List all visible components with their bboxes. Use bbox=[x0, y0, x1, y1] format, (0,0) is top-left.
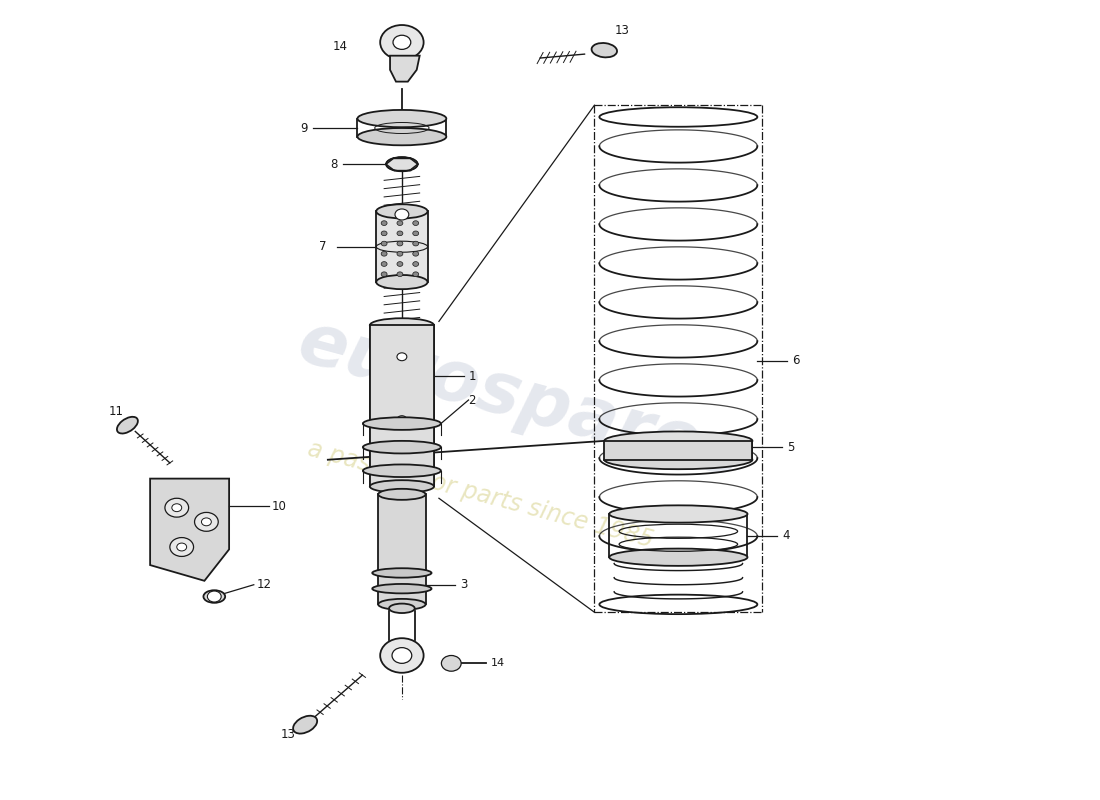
Bar bbox=[370, 326, 434, 486]
Text: 2: 2 bbox=[469, 394, 476, 406]
Text: 9: 9 bbox=[300, 122, 308, 134]
Text: 1: 1 bbox=[469, 370, 476, 383]
Ellipse shape bbox=[358, 110, 447, 127]
Circle shape bbox=[397, 262, 403, 266]
Circle shape bbox=[177, 543, 187, 551]
Ellipse shape bbox=[389, 604, 415, 613]
Circle shape bbox=[397, 251, 403, 256]
Text: 12: 12 bbox=[256, 578, 272, 591]
Circle shape bbox=[412, 231, 419, 236]
Circle shape bbox=[397, 353, 407, 361]
Ellipse shape bbox=[378, 599, 426, 610]
Circle shape bbox=[382, 262, 387, 266]
Text: 13: 13 bbox=[280, 727, 296, 741]
Ellipse shape bbox=[372, 584, 431, 594]
Circle shape bbox=[441, 655, 461, 671]
Text: 11: 11 bbox=[109, 406, 123, 418]
Circle shape bbox=[412, 272, 419, 277]
Ellipse shape bbox=[363, 465, 441, 477]
Circle shape bbox=[195, 513, 218, 531]
Text: 14: 14 bbox=[491, 658, 505, 668]
Circle shape bbox=[397, 242, 403, 246]
Circle shape bbox=[397, 272, 403, 277]
Circle shape bbox=[382, 251, 387, 256]
Ellipse shape bbox=[378, 489, 426, 500]
Circle shape bbox=[397, 221, 403, 226]
Polygon shape bbox=[150, 478, 229, 581]
Bar bbox=[604, 441, 752, 460]
Ellipse shape bbox=[609, 506, 748, 522]
Text: 7: 7 bbox=[319, 240, 327, 254]
Ellipse shape bbox=[609, 549, 748, 566]
Ellipse shape bbox=[376, 204, 428, 218]
Circle shape bbox=[381, 25, 424, 60]
Text: 6: 6 bbox=[792, 354, 800, 367]
Circle shape bbox=[165, 498, 188, 517]
Circle shape bbox=[412, 221, 419, 226]
Ellipse shape bbox=[363, 441, 441, 454]
Ellipse shape bbox=[358, 128, 447, 146]
Circle shape bbox=[412, 262, 419, 266]
Circle shape bbox=[382, 231, 387, 236]
Circle shape bbox=[382, 272, 387, 277]
Bar bbox=[378, 494, 426, 604]
Ellipse shape bbox=[204, 590, 226, 603]
Ellipse shape bbox=[604, 450, 752, 469]
Ellipse shape bbox=[117, 417, 138, 434]
Ellipse shape bbox=[376, 275, 428, 289]
Circle shape bbox=[393, 35, 410, 50]
Ellipse shape bbox=[370, 318, 434, 332]
Circle shape bbox=[382, 221, 387, 226]
Bar bbox=[376, 211, 428, 282]
Ellipse shape bbox=[363, 418, 441, 430]
Text: 13: 13 bbox=[614, 24, 629, 37]
Ellipse shape bbox=[592, 43, 617, 58]
Circle shape bbox=[201, 518, 211, 526]
Circle shape bbox=[392, 648, 411, 663]
Circle shape bbox=[169, 538, 194, 557]
Ellipse shape bbox=[372, 568, 431, 578]
Text: 3: 3 bbox=[460, 578, 467, 591]
Circle shape bbox=[172, 504, 182, 512]
Text: 8: 8 bbox=[330, 158, 338, 170]
Circle shape bbox=[397, 416, 407, 423]
Circle shape bbox=[412, 251, 419, 256]
Circle shape bbox=[382, 242, 387, 246]
Text: 5: 5 bbox=[786, 441, 794, 454]
Polygon shape bbox=[390, 56, 420, 82]
Text: 14: 14 bbox=[332, 40, 348, 53]
Ellipse shape bbox=[604, 431, 752, 450]
Circle shape bbox=[397, 231, 403, 236]
Circle shape bbox=[412, 242, 419, 246]
Text: eurospares: eurospares bbox=[290, 307, 750, 493]
Text: 10: 10 bbox=[272, 500, 286, 513]
Text: a passion for parts since 1985: a passion for parts since 1985 bbox=[306, 437, 657, 552]
Circle shape bbox=[395, 209, 409, 220]
Ellipse shape bbox=[293, 716, 317, 734]
Circle shape bbox=[381, 638, 424, 673]
Circle shape bbox=[208, 591, 221, 602]
Ellipse shape bbox=[386, 157, 418, 171]
Text: 4: 4 bbox=[782, 529, 790, 542]
Ellipse shape bbox=[370, 480, 434, 493]
